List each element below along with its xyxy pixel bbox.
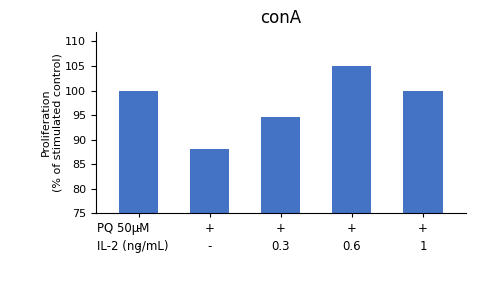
Text: PQ 50μM: PQ 50μM bbox=[97, 222, 150, 235]
Text: -: - bbox=[207, 240, 212, 253]
Text: +: + bbox=[347, 222, 357, 235]
Text: -: - bbox=[136, 222, 141, 235]
Bar bbox=[119, 90, 158, 288]
Text: 0.3: 0.3 bbox=[272, 240, 290, 253]
Bar bbox=[190, 149, 229, 288]
Bar bbox=[403, 90, 443, 288]
Bar bbox=[261, 118, 300, 288]
Bar bbox=[332, 66, 372, 288]
Text: +: + bbox=[418, 222, 428, 235]
Text: 1: 1 bbox=[419, 240, 427, 253]
Text: +: + bbox=[276, 222, 286, 235]
Title: conA: conA bbox=[260, 9, 301, 27]
Y-axis label: Proliferation
(% of stimulated control): Proliferation (% of stimulated control) bbox=[41, 53, 62, 192]
Text: IL-2 (ng/mL): IL-2 (ng/mL) bbox=[97, 240, 169, 253]
Text: -: - bbox=[136, 240, 141, 253]
Text: 0.6: 0.6 bbox=[343, 240, 361, 253]
Text: +: + bbox=[205, 222, 215, 235]
